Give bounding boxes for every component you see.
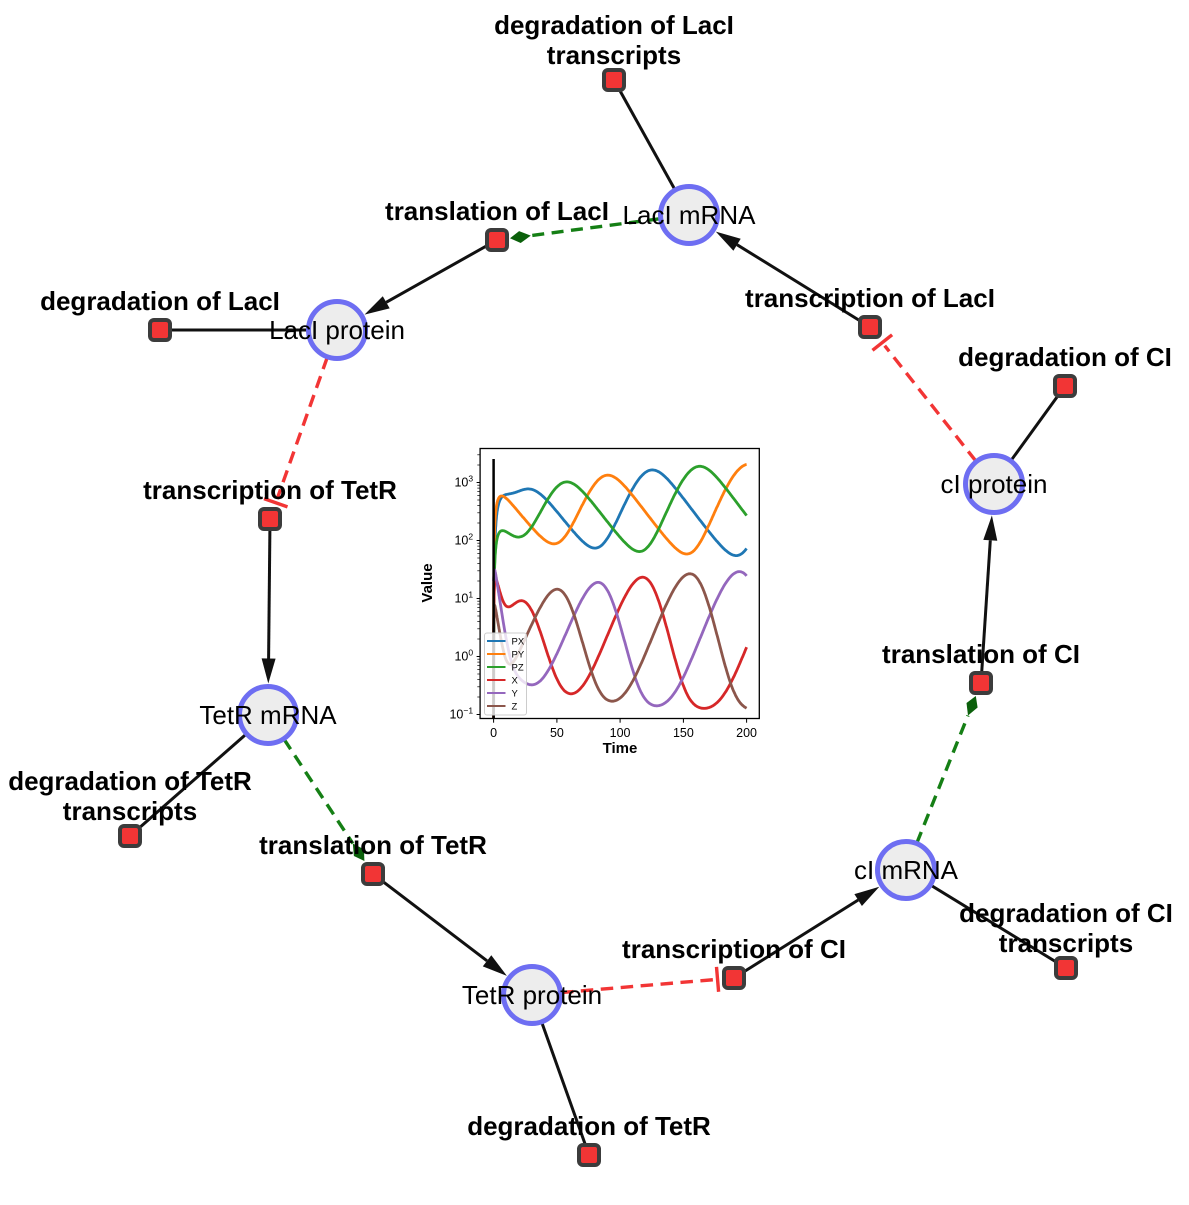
svg-text:translation of TetR: translation of TetR xyxy=(259,830,487,860)
svg-text:150: 150 xyxy=(673,726,694,740)
svg-text:LacI protein: LacI protein xyxy=(269,315,405,345)
svg-text:translation of LacI: translation of LacI xyxy=(385,196,609,226)
svg-text:Z: Z xyxy=(512,701,518,712)
svg-text:degradation of LacI: degradation of LacI xyxy=(40,286,280,316)
svg-text:degradation of CI: degradation of CI xyxy=(959,898,1173,928)
svg-text:Y: Y xyxy=(512,688,519,699)
svg-text:LacI mRNA: LacI mRNA xyxy=(623,200,757,230)
svg-text:200: 200 xyxy=(736,726,757,740)
svg-text:50: 50 xyxy=(550,726,564,740)
svg-text:100: 100 xyxy=(610,726,631,740)
svg-text:transcription of TetR: transcription of TetR xyxy=(143,475,397,505)
svg-text:Value: Value xyxy=(419,563,436,602)
svg-text:PY: PY xyxy=(512,649,525,660)
svg-text:TetR mRNA: TetR mRNA xyxy=(199,700,337,730)
svg-text:degradation of TetR: degradation of TetR xyxy=(8,766,252,796)
svg-text:PX: PX xyxy=(512,636,525,647)
svg-text:degradation of CI: degradation of CI xyxy=(958,342,1172,372)
svg-text:degradation of LacI: degradation of LacI xyxy=(494,10,734,40)
svg-text:transcription of CI: transcription of CI xyxy=(622,934,846,964)
svg-text:TetR protein: TetR protein xyxy=(462,980,602,1010)
svg-text:transcripts: transcripts xyxy=(999,928,1133,958)
svg-text:X: X xyxy=(512,675,519,686)
svg-text:Time: Time xyxy=(603,740,638,757)
svg-text:cI protein: cI protein xyxy=(941,469,1048,499)
svg-text:transcripts: transcripts xyxy=(547,40,681,70)
svg-text:transcription of LacI: transcription of LacI xyxy=(745,283,995,313)
svg-text:translation of CI: translation of CI xyxy=(882,639,1080,669)
svg-text:PZ: PZ xyxy=(512,662,524,673)
svg-text:transcripts: transcripts xyxy=(63,796,197,826)
svg-text:cI mRNA: cI mRNA xyxy=(854,855,959,885)
svg-text:0: 0 xyxy=(490,726,497,740)
svg-text:degradation of TetR: degradation of TetR xyxy=(467,1111,711,1141)
